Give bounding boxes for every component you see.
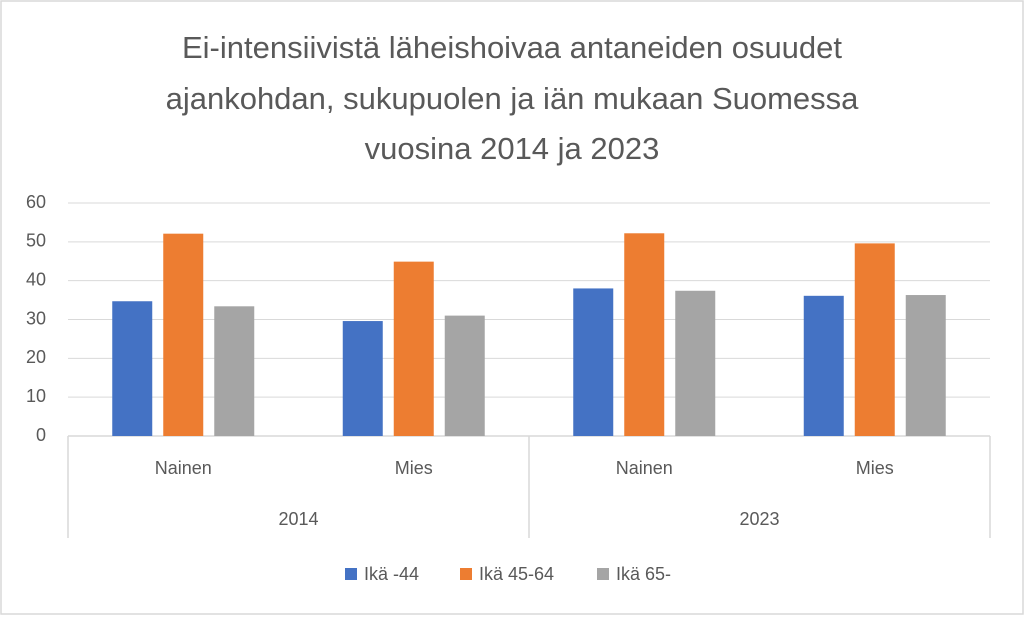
bar	[803, 295, 844, 436]
y-tick-label: 10	[26, 386, 46, 406]
chart-title: Ei-intensiivistä läheishoivaa antaneiden…	[182, 30, 842, 65]
y-tick-label: 20	[26, 347, 46, 367]
bar	[624, 233, 665, 436]
legend-label: Ikä 65-	[616, 564, 671, 584]
y-tick-label: 50	[26, 231, 46, 251]
legend-swatch	[345, 568, 357, 580]
x-tick-label: Mies	[395, 458, 433, 478]
bar	[163, 233, 204, 436]
bar	[393, 261, 434, 436]
y-tick-label: 60	[26, 192, 46, 212]
x-tick-label: Nainen	[155, 458, 212, 478]
bar	[854, 243, 895, 436]
legend-swatch	[460, 568, 472, 580]
chart-title: vuosina 2014 ja 2023	[365, 131, 660, 166]
x-tick-label: Nainen	[616, 458, 673, 478]
group-label: 2023	[739, 509, 779, 529]
bar	[905, 295, 946, 436]
bar	[342, 321, 383, 436]
legend-swatch	[597, 568, 609, 580]
y-tick-label: 40	[26, 269, 46, 289]
y-tick-label: 30	[26, 308, 46, 328]
bar	[573, 288, 614, 436]
bar	[675, 290, 716, 436]
x-tick-label: Mies	[856, 458, 894, 478]
bar	[112, 301, 153, 436]
chart-title: ajankohdan, sukupuolen ja iän mukaan Suo…	[166, 81, 860, 116]
y-tick-label: 0	[36, 425, 46, 445]
group-label: 2014	[278, 509, 318, 529]
bar	[214, 306, 255, 436]
legend-label: Ikä 45-64	[479, 564, 554, 584]
legend-label: Ikä -44	[364, 564, 419, 584]
bar	[444, 315, 485, 436]
